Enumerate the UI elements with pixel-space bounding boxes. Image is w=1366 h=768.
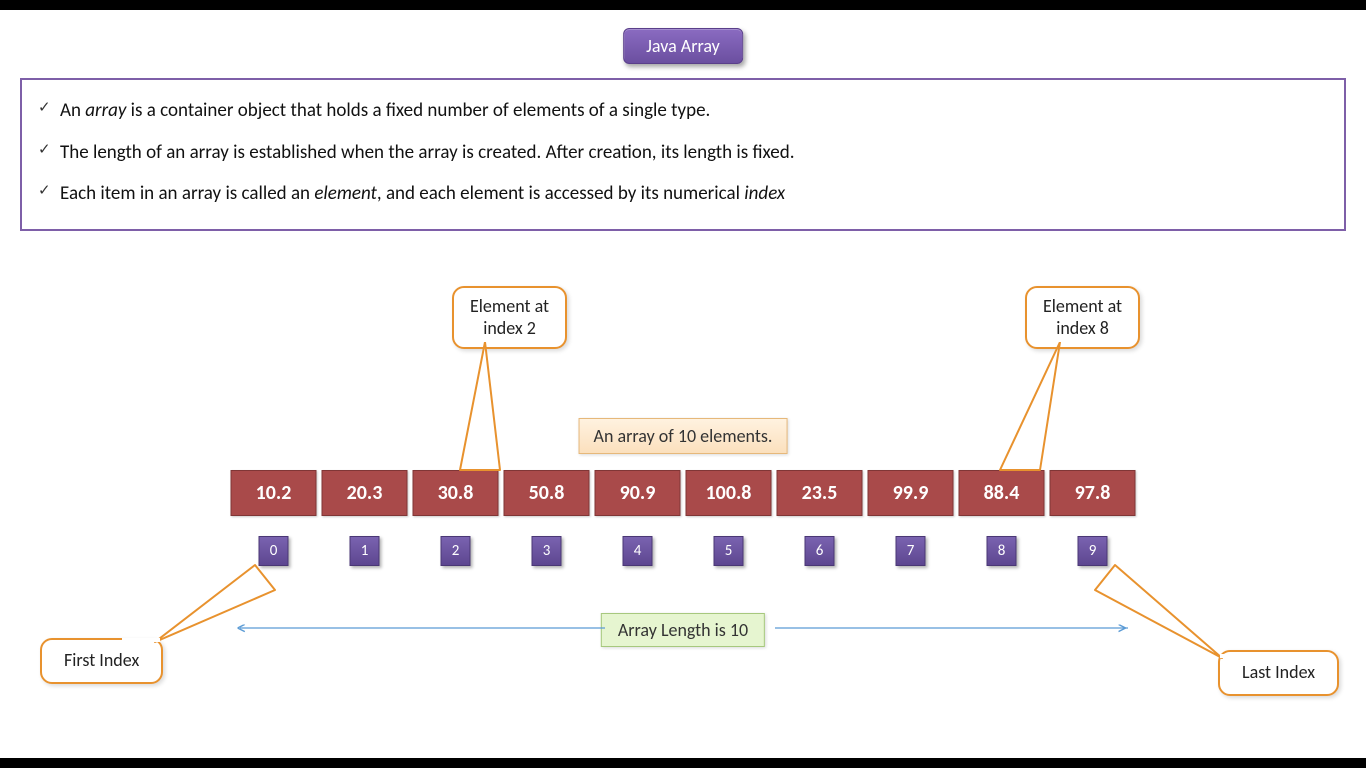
- info-box: An array is a container object that hold…: [20, 78, 1346, 231]
- array-diagram: Element at index 2 Element at index 8 An…: [0, 260, 1366, 740]
- index-box: 0: [259, 536, 289, 566]
- bullet-3-em2: index: [744, 182, 785, 205]
- array-cell: 23.5: [777, 470, 863, 516]
- index-box: 8: [987, 536, 1017, 566]
- array-of-elements-label: An array of 10 elements.: [579, 418, 788, 454]
- callout-first-index-text: First Index: [64, 649, 139, 671]
- bullet-3-em1: element: [314, 182, 377, 205]
- array-cell: 88.4: [959, 470, 1045, 516]
- bullet-1-pre: An: [60, 99, 85, 122]
- callout-elem2-line1: Element at: [470, 295, 549, 317]
- callout-first-index: First Index: [40, 638, 163, 684]
- index-box: 7: [896, 536, 926, 566]
- callout-elem8-line1: Element at: [1043, 295, 1122, 317]
- index-box: 1: [350, 536, 380, 566]
- callout-elem8-line2: index 8: [1056, 317, 1109, 339]
- callout-elem2-line2: index 2: [483, 317, 536, 339]
- array-length-label: Array Length is 10: [601, 613, 765, 647]
- bullet-2: The length of an array is established wh…: [38, 132, 1328, 174]
- index-box: 9: [1078, 536, 1108, 566]
- index-box: 3: [532, 536, 562, 566]
- bullet-1-em: array: [85, 99, 126, 122]
- index-box: 6: [805, 536, 835, 566]
- array-cell: 50.8: [504, 470, 590, 516]
- bullet-3-mid: , and each element is accessed by its nu…: [377, 182, 744, 205]
- array-cell: 97.8: [1050, 470, 1136, 516]
- bottom-bar: [0, 758, 1366, 768]
- array-cell: 20.3: [322, 470, 408, 516]
- index-box: 2: [441, 536, 471, 566]
- callout-element-index-2: Element at index 2: [452, 286, 567, 349]
- array-cell: 99.9: [868, 470, 954, 516]
- bullet-3-pre: Each item in an array is called an: [60, 182, 314, 205]
- array-cell: 100.8: [686, 470, 772, 516]
- bullet-1: An array is a container object that hold…: [38, 90, 1328, 132]
- array-indices: 0 1 2 3 4 5 6 7 8 9: [231, 536, 1136, 566]
- index-box: 4: [623, 536, 653, 566]
- bullet-3: Each item in an array is called an eleme…: [38, 173, 1328, 215]
- callout-element-index-8: Element at index 8: [1025, 286, 1140, 349]
- array-cell: 30.8: [413, 470, 499, 516]
- array-cell: 90.9: [595, 470, 681, 516]
- top-bar: [0, 0, 1366, 10]
- index-box: 5: [714, 536, 744, 566]
- callout-last-index-text: Last Index: [1242, 661, 1315, 683]
- callout-last-index: Last Index: [1218, 650, 1339, 696]
- bullet-1-post: is a container object that holds a fixed…: [126, 99, 710, 122]
- array-cell: 10.2: [231, 470, 317, 516]
- array-cells: 10.2 20.3 30.8 50.8 90.9 100.8 23.5 99.9…: [231, 470, 1136, 516]
- title-badge: Java Array: [623, 28, 743, 64]
